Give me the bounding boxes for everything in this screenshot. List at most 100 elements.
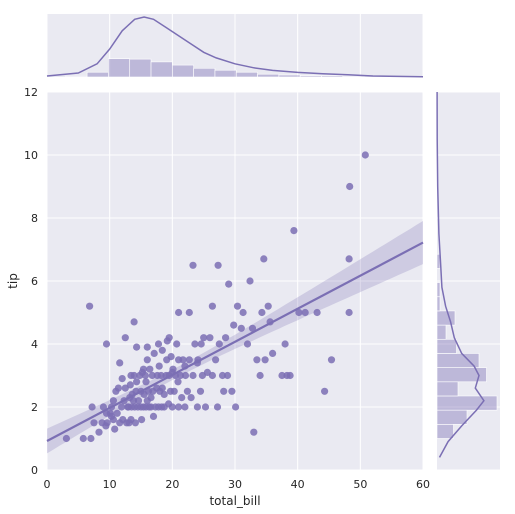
- scatter-point: [155, 362, 163, 370]
- scatter-point: [86, 302, 94, 310]
- top-histogram-bar: [257, 73, 280, 78]
- scatter-point: [160, 390, 168, 398]
- scatter-point: [250, 428, 258, 436]
- right-histogram-bar: [436, 296, 441, 312]
- scatter-point: [189, 261, 197, 269]
- scatter-point: [295, 308, 303, 317]
- scatter-point: [95, 428, 103, 436]
- y-axis-ticks: 0 2 4 6 8 10 12: [24, 86, 38, 477]
- scatter-point: [148, 371, 156, 380]
- scatter-point: [121, 334, 129, 342]
- scatter-point: [290, 227, 298, 235]
- scatter-point: [225, 280, 233, 288]
- scatter-point: [208, 302, 216, 310]
- scatter-point: [327, 356, 336, 364]
- scatter-point: [313, 308, 321, 317]
- right-histogram-bar: [436, 381, 459, 397]
- x-tick-label: 0: [44, 478, 51, 491]
- top-marginal-kde-curve: [46, 16, 424, 78]
- scatter-point: [143, 343, 151, 351]
- y-tick-label: 12: [24, 86, 38, 99]
- scatter-point: [230, 321, 238, 329]
- top-histogram-bar: [129, 58, 152, 78]
- scatter-point: [181, 403, 189, 411]
- scatter-point: [138, 416, 146, 424]
- right-marginal-kde-curve: [436, 91, 485, 458]
- y-tick-label: 6: [31, 275, 38, 288]
- scatter-point: [114, 384, 122, 392]
- scatter-point: [246, 277, 254, 285]
- right-histogram-bar: [436, 310, 456, 326]
- scatter-point: [79, 434, 87, 443]
- scatter-point: [201, 403, 210, 411]
- scatter-point: [158, 384, 166, 392]
- scatter-point: [258, 308, 266, 317]
- scatter-point: [168, 403, 176, 411]
- scatter-point: [243, 340, 252, 348]
- scatter-point: [143, 356, 151, 364]
- scatter-point: [175, 308, 183, 317]
- scatter-point: [127, 371, 135, 380]
- scatter-point: [146, 365, 154, 373]
- scatter-point: [212, 356, 220, 364]
- y-tick-label: 10: [24, 149, 38, 162]
- top-histogram-bar: [86, 71, 109, 78]
- scatter-point: [239, 308, 247, 317]
- scatter-point: [116, 359, 124, 367]
- scatter-point: [214, 261, 222, 269]
- scatter-point: [157, 371, 165, 380]
- scatter-point: [278, 371, 286, 380]
- x-axis-label: total_bill: [209, 494, 260, 508]
- top-histogram-bar: [65, 75, 88, 78]
- scatter-point: [346, 182, 354, 191]
- scatter-point: [62, 434, 70, 443]
- scatter-point: [233, 302, 242, 310]
- y-tick-label: 8: [31, 212, 38, 225]
- top-histogram-bar: [193, 67, 216, 78]
- scatter-point: [118, 375, 126, 383]
- scatter-point: [281, 340, 289, 348]
- scatter-point: [102, 340, 111, 348]
- scatter-point: [170, 387, 178, 395]
- right-histogram-bar: [436, 353, 480, 368]
- scatter-point: [167, 353, 175, 361]
- scatter-point: [147, 394, 155, 402]
- right-histogram-bar: [436, 282, 441, 298]
- scatter-point: [173, 340, 181, 348]
- regression-line: [46, 241, 424, 442]
- x-axis-ticks: 0 10 20 30 40 50 60: [44, 478, 431, 491]
- scatter-point: [185, 308, 193, 317]
- top-histogram-bar: [235, 71, 258, 78]
- scatter-point: [232, 403, 240, 411]
- scatter-point: [154, 340, 163, 348]
- scatter-point: [109, 416, 117, 424]
- scatter-point: [191, 340, 199, 348]
- scatter-point: [213, 403, 222, 411]
- top-marginal-gridlines: [46, 14, 424, 77]
- scatter-point: [163, 337, 171, 345]
- scatter-point: [222, 334, 230, 342]
- right-histogram-bar: [436, 324, 447, 340]
- scatter-point: [253, 356, 261, 364]
- scatter-point: [113, 409, 121, 417]
- scatter-point: [345, 255, 353, 263]
- right-histogram-bar: [436, 395, 498, 411]
- scatter-point: [88, 403, 96, 411]
- scatter-point: [176, 371, 185, 380]
- top-marginal-histogram: [65, 58, 365, 78]
- scatter-point: [197, 340, 205, 348]
- right-histogram-bar: [436, 409, 468, 425]
- scatter-point: [90, 419, 98, 427]
- x-tick-label: 10: [103, 478, 117, 491]
- y-axis-label: tip: [6, 273, 20, 289]
- top-histogram-bar: [150, 61, 173, 78]
- y-tick-label: 4: [31, 338, 38, 351]
- scatter-point: [286, 371, 294, 380]
- top-histogram-bar: [342, 75, 365, 78]
- scatter-point: [208, 371, 216, 380]
- scatter-point: [175, 403, 183, 411]
- scatter-point: [189, 371, 197, 380]
- x-tick-label: 50: [353, 478, 367, 491]
- scatter-point: [256, 371, 264, 380]
